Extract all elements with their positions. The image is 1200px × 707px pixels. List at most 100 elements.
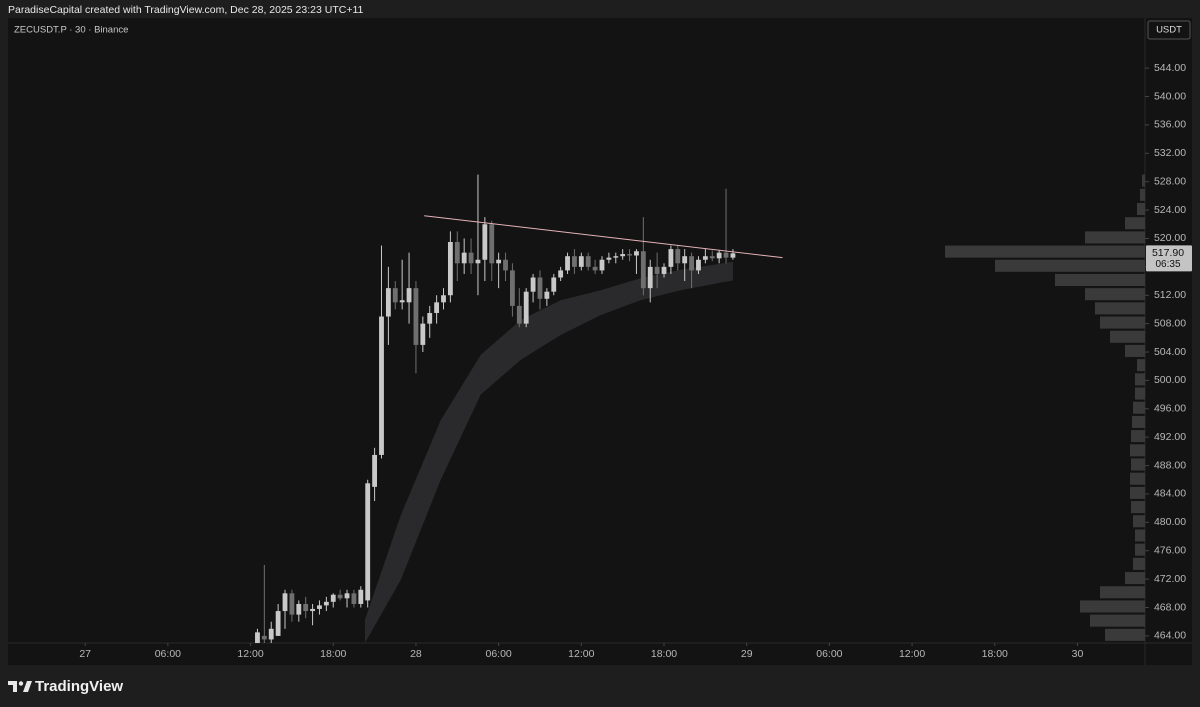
candle-body bbox=[510, 270, 515, 306]
volume-profile-bar bbox=[1132, 415, 1145, 428]
volume-profile-bar bbox=[1105, 628, 1145, 641]
candle-body bbox=[634, 251, 639, 256]
x-tick-label: 06:00 bbox=[485, 648, 511, 660]
candle-body bbox=[482, 224, 488, 260]
volume-profile-bar bbox=[1130, 486, 1145, 499]
last-price-box bbox=[1146, 245, 1192, 272]
x-tick-label: 18:00 bbox=[982, 648, 1008, 660]
volume-profile-bar bbox=[1130, 472, 1145, 485]
countdown: 06:35 bbox=[1155, 259, 1180, 270]
currency-box[interactable] bbox=[1147, 20, 1191, 40]
plot-area bbox=[255, 174, 1145, 643]
candle-body bbox=[337, 594, 343, 599]
volume-profile-bar bbox=[995, 259, 1145, 272]
candle-body bbox=[461, 252, 467, 264]
candle-body bbox=[620, 254, 626, 257]
x-tick-label: 12:00 bbox=[899, 648, 925, 660]
candle-body bbox=[709, 256, 715, 259]
y-tick-label: 520.00 bbox=[1154, 232, 1186, 244]
y-tick-label: 468.00 bbox=[1154, 601, 1186, 613]
candle-body bbox=[489, 224, 495, 264]
candle-body bbox=[668, 249, 674, 267]
candle-body bbox=[323, 601, 329, 606]
chart-panel bbox=[8, 18, 1192, 665]
brand: TradingView bbox=[35, 678, 123, 695]
volume-profile-bar bbox=[1125, 344, 1145, 357]
candle-body bbox=[268, 628, 274, 640]
y-tick-label: 464.00 bbox=[1154, 630, 1186, 642]
candle-body bbox=[385, 288, 391, 317]
candle-body bbox=[516, 305, 522, 324]
x-tick-label: 30 bbox=[1072, 648, 1084, 660]
last-price-label: 517.90 bbox=[1152, 247, 1184, 259]
candle-body bbox=[399, 300, 405, 303]
y-tick-label: 540.00 bbox=[1154, 90, 1186, 102]
logo-mark bbox=[23, 681, 32, 692]
candle-body bbox=[392, 288, 398, 303]
candle-body bbox=[689, 256, 694, 271]
y-tick-label: 492.00 bbox=[1154, 431, 1186, 443]
candle-body bbox=[296, 603, 302, 615]
logo-mark bbox=[8, 681, 17, 692]
candle-body bbox=[723, 252, 729, 258]
volume-profile-bar bbox=[1137, 202, 1145, 216]
volume-profile-bar bbox=[1135, 543, 1145, 556]
candle-body bbox=[365, 483, 371, 601]
volume-profile-bar bbox=[1135, 529, 1145, 542]
volume-profile-bar bbox=[1100, 586, 1145, 599]
candle-body bbox=[537, 277, 543, 299]
candle-body bbox=[317, 605, 322, 609]
candle-body bbox=[255, 632, 260, 643]
symbol: ZECUSDT.P · 30 · Binance bbox=[14, 25, 128, 36]
y-tick-label: 480.00 bbox=[1154, 516, 1186, 528]
candle-body bbox=[427, 312, 433, 324]
candle-body bbox=[572, 256, 577, 267]
trendline bbox=[424, 215, 783, 259]
volume-profile-bar bbox=[1131, 430, 1145, 443]
candle-body bbox=[420, 323, 426, 345]
y-tick-label: 472.00 bbox=[1154, 573, 1186, 585]
y-tick-label: 488.00 bbox=[1154, 459, 1186, 471]
candle-body bbox=[592, 266, 598, 271]
x-tick-label: 18:00 bbox=[651, 648, 677, 660]
y-tick-label: 476.00 bbox=[1154, 545, 1186, 557]
volume-profile-bar bbox=[1133, 557, 1145, 570]
candle-body bbox=[675, 249, 681, 264]
candle-body bbox=[441, 295, 446, 303]
volume-profile-bar bbox=[1125, 572, 1145, 585]
currency[interactable]: USDT bbox=[1156, 25, 1182, 36]
candle-body bbox=[647, 266, 653, 289]
candle-body bbox=[585, 256, 591, 267]
candle-body bbox=[496, 259, 502, 264]
volume-profile-bar bbox=[945, 245, 1145, 258]
volume-profile-bar bbox=[1135, 387, 1145, 400]
volume-profile-bar bbox=[1140, 188, 1145, 201]
logo-mark bbox=[18, 681, 24, 686]
candle-body bbox=[303, 603, 309, 612]
y-tick-label: 496.00 bbox=[1154, 403, 1186, 415]
x-tick-label: 29 bbox=[741, 648, 753, 660]
candle-body bbox=[261, 635, 267, 640]
x-tick-label: 18:00 bbox=[320, 648, 346, 660]
candle-body bbox=[716, 252, 722, 259]
candle-body bbox=[606, 257, 612, 260]
volume-profile-bar bbox=[1135, 373, 1145, 386]
volume-profile-bar bbox=[1142, 174, 1145, 187]
x-tick-label: 12:00 bbox=[568, 648, 594, 660]
volume-profile-bar bbox=[1137, 359, 1145, 372]
candle-body bbox=[447, 242, 453, 296]
volume-profile-bar bbox=[1080, 600, 1145, 613]
y-tick-label: 512.00 bbox=[1154, 289, 1186, 301]
candle-body bbox=[627, 254, 632, 256]
y-tick-label: 536.00 bbox=[1154, 119, 1186, 131]
volume-profile-bar bbox=[1131, 458, 1145, 471]
volume-profile-bar bbox=[1100, 316, 1145, 329]
candle-body bbox=[599, 259, 605, 271]
volume-profile-bar bbox=[1131, 501, 1145, 514]
volume-profile-bar bbox=[1055, 273, 1145, 287]
y-tick-label: 484.00 bbox=[1154, 488, 1186, 500]
candle-body bbox=[275, 611, 281, 636]
candle-body bbox=[565, 256, 570, 271]
y-tick-label: 524.00 bbox=[1154, 204, 1186, 216]
candle-body bbox=[702, 256, 708, 260]
